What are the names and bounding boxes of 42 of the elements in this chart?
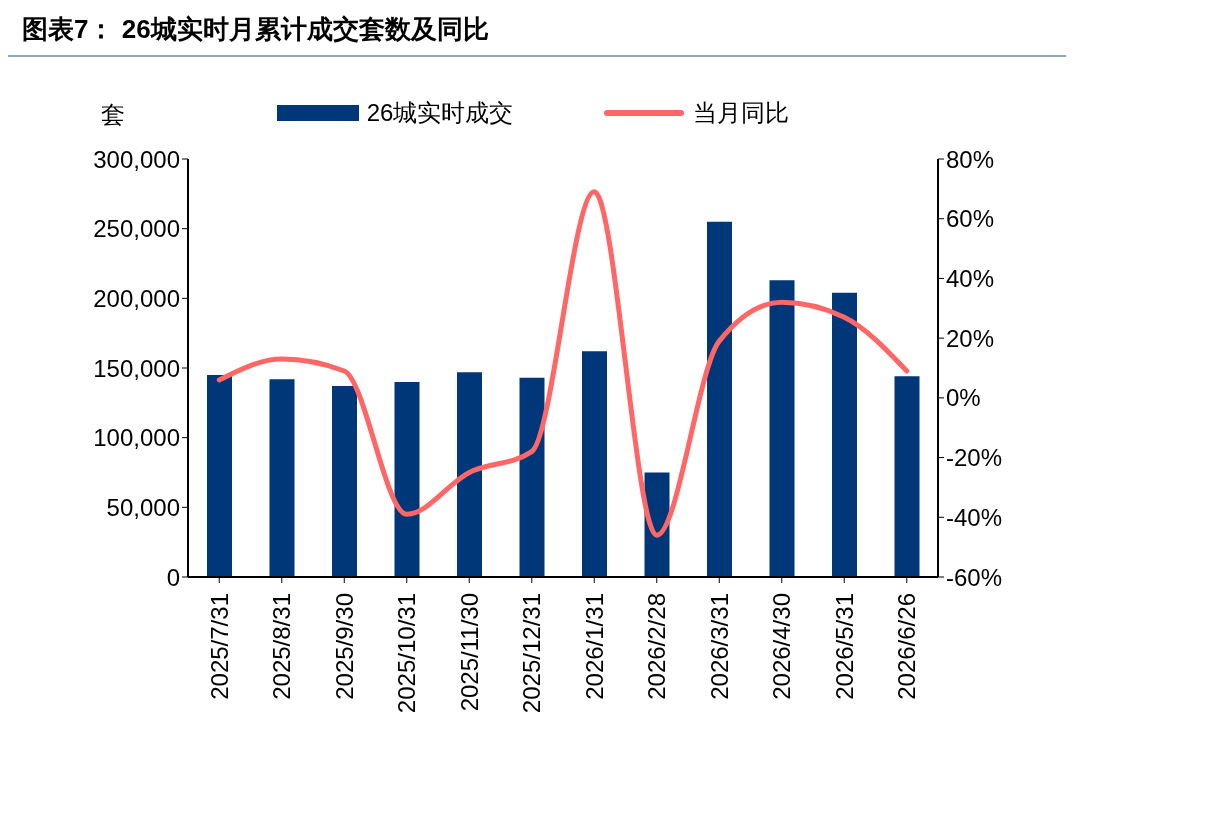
legend-label: 26城实时成交 [366, 98, 514, 128]
y2-tick-label: 80% [946, 145, 995, 173]
bar [519, 377, 545, 577]
x-tick-label: 2026/5/31 [830, 593, 858, 700]
legend-label: 当月同比 [693, 98, 790, 128]
y2-tick-label: -60% [946, 563, 1003, 591]
x-tick-label: 2025/7/31 [205, 593, 233, 700]
y-axis-title: 套 [101, 101, 125, 129]
y2-tick-label: 60% [946, 205, 995, 233]
bar [332, 386, 357, 577]
x-tick-label: 2026/1/31 [580, 593, 608, 700]
y2-tick-label: -20% [946, 444, 1003, 472]
y-tick-label: 150,000 [93, 354, 180, 382]
y-tick-label: 100,000 [93, 424, 180, 452]
x-tick-label: 2025/12/31 [518, 593, 546, 714]
bar [894, 376, 920, 577]
bar [832, 292, 857, 577]
bar [707, 221, 732, 577]
bar [394, 381, 420, 577]
bar [582, 351, 607, 577]
bar [269, 379, 295, 577]
y-tick-label: 300,000 [93, 145, 180, 173]
y2-tick-label: 0% [946, 384, 981, 412]
y2-tick-label: -40% [946, 503, 1003, 531]
y2-tick-label: 40% [946, 264, 995, 292]
x-tick-label: 2025/10/31 [393, 593, 421, 714]
bar [457, 372, 482, 577]
y2-tick-label: 20% [946, 324, 995, 352]
x-tick-label: 2026/6/26 [893, 593, 921, 700]
y-tick-label: 50,000 [106, 493, 180, 521]
x-tick-label: 2025/8/31 [268, 593, 296, 700]
bar [207, 374, 232, 577]
x-tick-label: 2025/9/30 [330, 593, 358, 700]
x-tick-label: 2026/2/28 [643, 593, 671, 700]
y-tick-label: 250,000 [93, 215, 180, 243]
chart-title: 图表7： 26城实时月累计成交套数及同比 [8, 8, 1066, 57]
x-tick-label: 2026/3/31 [705, 593, 733, 700]
x-tick-label: 2025/11/30 [455, 593, 483, 712]
x-tick-label: 2026/4/30 [768, 593, 796, 700]
bar [769, 280, 795, 577]
y-tick-label: 0 [166, 563, 180, 591]
y-tick-label: 200,000 [93, 284, 180, 312]
